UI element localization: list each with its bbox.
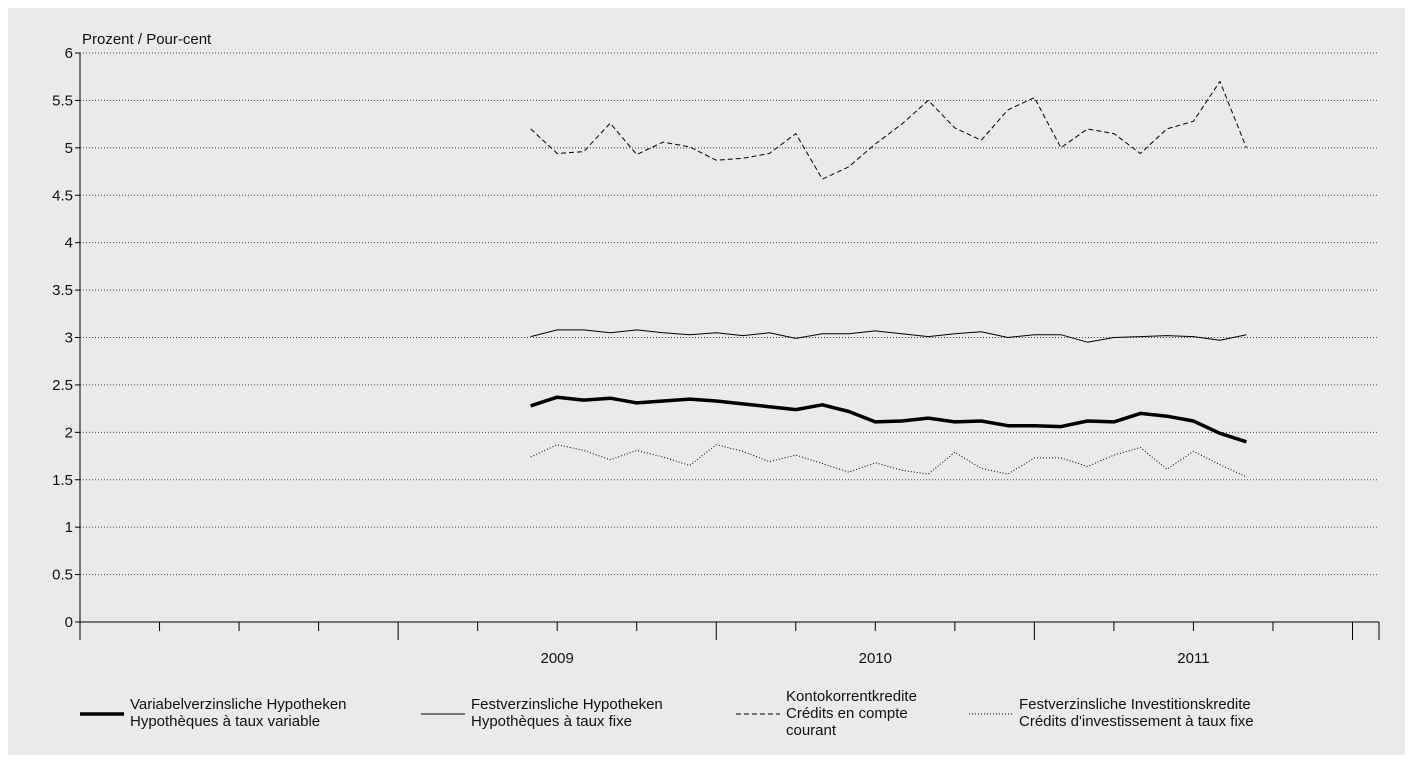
grid-lines — [80, 52, 1379, 576]
legend-swatch-dotted — [969, 713, 1013, 715]
legend-swatch-dashed — [736, 713, 780, 715]
y-axis-label: Prozent / Pour-cent — [82, 31, 212, 48]
series-line-1 — [530, 395, 1247, 444]
y-tick-label: 1.5 — [52, 472, 73, 489]
y-tick-label: 0 — [65, 614, 73, 631]
y-tick-label: 0.5 — [52, 567, 73, 584]
legend-swatch-thick — [80, 712, 124, 716]
x-year-label: 2011 — [1177, 650, 1209, 667]
y-tick-label: 5.5 — [52, 92, 73, 109]
series-line-3 — [530, 80, 1247, 180]
y-tick-label: 5 — [65, 140, 73, 157]
legend-label: Kontokorrentkredite Crédits en compte co… — [786, 688, 917, 739]
legend-label: Festverzinsliche Investitionskredite Cré… — [1019, 696, 1254, 730]
legend-label: Festverzinsliche Hypotheken Hypothèques … — [471, 696, 663, 730]
y-tick-label: 2 — [65, 424, 73, 441]
axes: 0 0.5 1 1.5 2 2.5 3 3.5 4 4.5 5 5.5 6 2009 2010 2011 — [52, 45, 1380, 667]
series-lines — [530, 80, 1247, 478]
y-tick-label: 4 — [65, 235, 73, 252]
x-year-label: 2009 — [540, 650, 573, 667]
y-tick-label: 3 — [65, 330, 73, 347]
y-tick-label: 3.5 — [52, 282, 73, 299]
y-tick-label: 6 — [65, 45, 73, 62]
line-chart: 0 0.5 1 1.5 2 2.5 3 3.5 4 4.5 5 5.5 6 2009 2010 2011 Pr… — [52, 31, 1380, 667]
y-tick-label: 4.5 — [52, 187, 73, 204]
series-line-4 — [530, 444, 1247, 478]
y-tick-label: 1 — [65, 519, 73, 536]
series-line-2 — [530, 329, 1247, 343]
y-tick-label: 2.5 — [52, 377, 73, 394]
legend-label: Variabelverzinsliche Hypotheken Hypothèq… — [130, 696, 347, 730]
chart-panel: 0 0.5 1 1.5 2 2.5 3 3.5 4 4.5 5 5.5 6 2009 2010 2011 Pr… — [8, 8, 1405, 755]
x-year-label: 2010 — [859, 650, 892, 667]
legend-swatch-thin — [421, 713, 465, 715]
